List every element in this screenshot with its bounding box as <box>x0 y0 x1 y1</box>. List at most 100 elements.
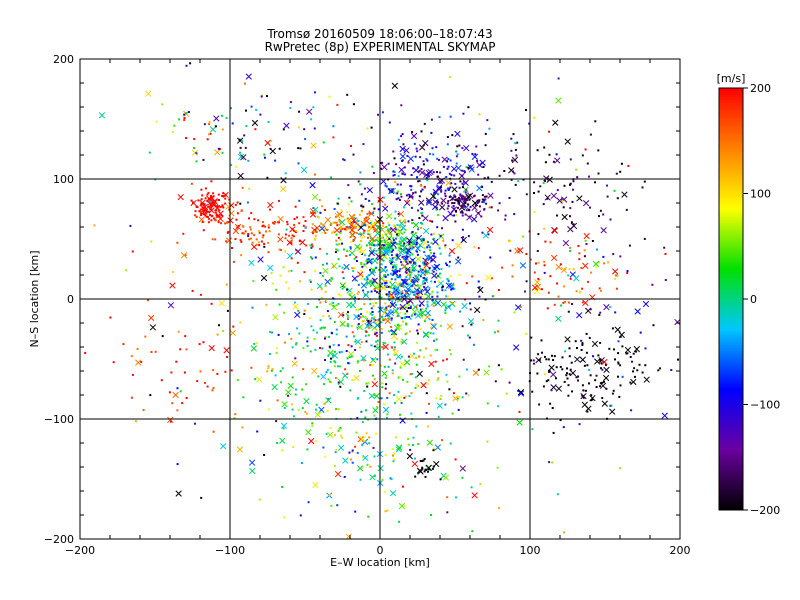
scatter-point <box>615 274 618 277</box>
scatter-point <box>254 378 257 381</box>
scatter-point <box>394 247 397 250</box>
scatter-point <box>428 286 431 289</box>
scatter-point <box>383 253 386 256</box>
scatter-point <box>461 325 464 328</box>
scatter-point <box>404 278 407 281</box>
scatter-point <box>314 348 317 351</box>
scatter-point <box>272 282 275 285</box>
scatter-point <box>500 368 503 371</box>
scatter-point <box>260 274 268 282</box>
scatter-point <box>420 382 427 389</box>
scatter-point <box>569 249 571 252</box>
scatter-point <box>483 369 490 376</box>
scatter-point <box>247 159 250 162</box>
scatter-point <box>389 477 392 480</box>
scatter-point <box>421 239 428 247</box>
scatter-point <box>385 280 388 283</box>
scatter-point <box>349 389 352 392</box>
scatter-point <box>330 222 333 225</box>
scatter-point <box>359 171 362 174</box>
scatter-point <box>567 301 570 304</box>
scatter-point <box>577 379 579 382</box>
scatter-point <box>365 432 368 435</box>
scatter-point <box>400 104 403 107</box>
scatter-point <box>471 199 479 207</box>
scatter-point <box>407 155 414 162</box>
scatter-point <box>259 113 262 116</box>
scatter-point <box>377 465 384 472</box>
scatter-point <box>555 366 558 369</box>
scatter-point <box>312 106 315 109</box>
scatter-point <box>403 505 406 507</box>
scatter-point <box>361 456 364 459</box>
scatter-point <box>397 297 400 300</box>
scatter-point <box>342 277 345 280</box>
scatter-point <box>379 306 382 309</box>
scatter-point <box>359 183 362 186</box>
scatter-point <box>374 239 377 241</box>
scatter-point <box>514 148 517 151</box>
scatter-point <box>290 337 293 340</box>
scatter-point <box>552 160 555 163</box>
scatter-point <box>407 443 410 446</box>
scatter-point <box>348 226 351 229</box>
scatter-point <box>452 207 455 210</box>
scatter-point <box>392 174 395 177</box>
scatter-point <box>356 451 359 454</box>
scatter-point <box>380 284 387 291</box>
scatter-point <box>149 324 157 331</box>
scatter-point <box>412 167 415 170</box>
scatter-point <box>456 153 459 156</box>
scatter-point <box>221 114 223 117</box>
scatter-point <box>298 199 301 202</box>
scatter-point <box>275 288 278 291</box>
scatter-point <box>408 330 411 333</box>
scatter-point <box>210 215 213 218</box>
scatter-point <box>468 336 471 339</box>
scatter-point <box>551 354 553 357</box>
scatter-point <box>599 358 602 361</box>
scatter-point <box>455 242 462 249</box>
scatter-point <box>384 233 387 236</box>
scatter-point <box>183 119 186 122</box>
scatter-point <box>332 265 335 268</box>
scatter-point <box>185 64 188 67</box>
chart-subtitle: RwPretec (8p) EXPERIMENTAL SKYMAP <box>265 40 496 54</box>
scatter-point <box>674 318 681 326</box>
scatter-point <box>209 199 212 202</box>
scatter-point <box>471 275 474 278</box>
scatter-point <box>344 218 347 221</box>
scatter-point <box>439 252 442 255</box>
scatter-point <box>435 200 438 203</box>
scatter-point <box>461 302 468 310</box>
scatter-point <box>410 188 413 191</box>
scatter-point <box>412 263 415 266</box>
scatter-point <box>397 212 400 215</box>
scatter-point <box>420 271 423 274</box>
scatter-point <box>387 285 390 288</box>
scatter-point <box>359 248 367 256</box>
scatter-point <box>394 217 397 220</box>
scatter-point <box>399 244 402 247</box>
scatter-point <box>530 336 533 339</box>
scatter-point <box>417 443 420 445</box>
scatter-point <box>417 209 419 212</box>
scatter-point <box>441 439 444 442</box>
scatter-point <box>607 261 610 264</box>
scatter-point <box>217 210 224 217</box>
scatter-point <box>632 370 634 373</box>
scatter-point <box>198 210 201 213</box>
scatter-point <box>270 272 273 274</box>
scatter-point <box>423 356 425 359</box>
scatter-point <box>475 145 478 148</box>
scatter-point <box>392 272 395 275</box>
scatter-point <box>340 209 343 212</box>
scatter-point <box>177 330 180 333</box>
scatter-point <box>422 237 425 240</box>
scatter-point <box>264 225 267 228</box>
scatter-point <box>418 217 421 220</box>
scatter-point <box>330 357 332 360</box>
scatter-point <box>280 381 283 384</box>
scatter-point <box>422 277 425 280</box>
